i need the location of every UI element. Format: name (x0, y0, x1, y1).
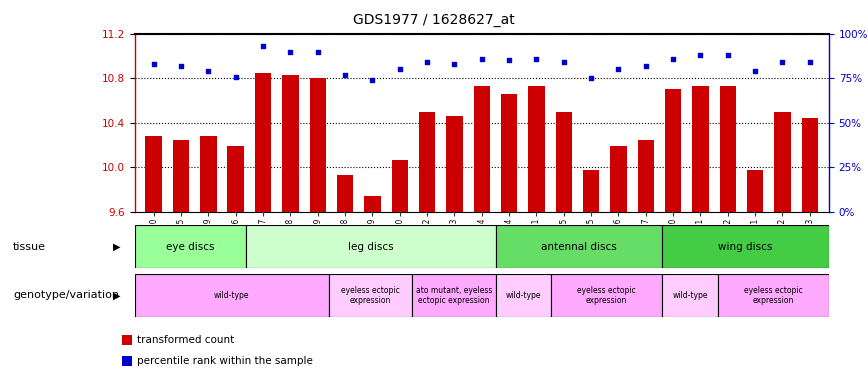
Point (475, 56, 489, 62)
Point (775, 59, 789, 65)
Bar (310, 78, 326, 212)
Point (339, 72, 352, 78)
Point (748, 68, 762, 74)
Bar (122, 357, 132, 366)
Text: ato mutant, eyeless
ectopic expression: ato mutant, eyeless ectopic expression (416, 286, 492, 305)
Point (448, 61, 462, 67)
Bar (446, 116, 463, 212)
Text: ▶: ▶ (114, 242, 121, 252)
Point (556, 59, 570, 65)
Point (639, 63, 653, 69)
Text: wild-type: wild-type (673, 291, 707, 300)
Point (611, 66, 625, 72)
Text: eye discs: eye discs (166, 242, 214, 252)
Point (311, 49, 325, 55)
Point (174, 63, 188, 69)
Text: ▶: ▶ (114, 290, 121, 300)
Bar (662, 225, 829, 268)
Point (365, 77, 379, 83)
Point (147, 61, 161, 67)
Bar (720, 86, 736, 212)
Bar (718, 274, 829, 317)
Bar (496, 225, 662, 268)
Bar (774, 112, 791, 212)
Text: eyeless ectopic
expression: eyeless ectopic expression (577, 286, 636, 305)
Bar (496, 274, 551, 317)
Bar (610, 146, 627, 212)
Bar (556, 112, 572, 212)
Bar (529, 86, 544, 212)
Point (284, 49, 298, 55)
Point (529, 56, 543, 62)
Point (694, 52, 707, 58)
Point (803, 59, 817, 65)
Bar (501, 94, 517, 212)
Point (502, 57, 516, 63)
Bar (122, 335, 132, 345)
Bar (693, 86, 708, 212)
Bar (412, 274, 496, 317)
Text: tissue: tissue (13, 242, 46, 252)
Bar (419, 112, 435, 212)
Bar (747, 170, 763, 212)
Point (420, 59, 434, 65)
Text: percentile rank within the sample: percentile rank within the sample (137, 356, 312, 366)
Bar (146, 136, 161, 212)
Bar (255, 73, 271, 212)
Point (229, 74, 243, 80)
Text: wild-type: wild-type (214, 291, 249, 300)
Bar (551, 274, 662, 317)
Point (256, 43, 270, 49)
Bar (337, 175, 353, 212)
Point (393, 66, 407, 72)
Bar (246, 225, 496, 268)
Bar (802, 118, 818, 212)
Bar (135, 225, 246, 268)
Bar (665, 89, 681, 212)
Bar (227, 146, 244, 212)
Bar (474, 86, 490, 212)
Text: leg discs: leg discs (348, 242, 393, 252)
Text: genotype/variation: genotype/variation (13, 290, 119, 300)
Bar (329, 274, 412, 317)
Bar (365, 196, 380, 212)
Text: wild-type: wild-type (506, 291, 541, 300)
Point (720, 52, 734, 58)
Point (201, 68, 215, 74)
Bar (391, 159, 408, 212)
Bar (135, 274, 329, 317)
Text: antennal discs: antennal discs (541, 242, 617, 252)
Bar (201, 136, 216, 212)
Bar (662, 274, 718, 317)
Point (584, 75, 598, 81)
Text: GDS1977 / 1628627_at: GDS1977 / 1628627_at (353, 13, 515, 27)
Text: transformed count: transformed count (137, 335, 234, 345)
Bar (173, 140, 189, 212)
Point (666, 56, 680, 62)
Bar (282, 75, 299, 212)
Text: eyeless ectopic
expression: eyeless ectopic expression (341, 286, 400, 305)
Text: eyeless ectopic
expression: eyeless ectopic expression (744, 286, 803, 305)
Bar (638, 140, 654, 212)
Bar (583, 170, 599, 212)
Text: wing discs: wing discs (719, 242, 773, 252)
